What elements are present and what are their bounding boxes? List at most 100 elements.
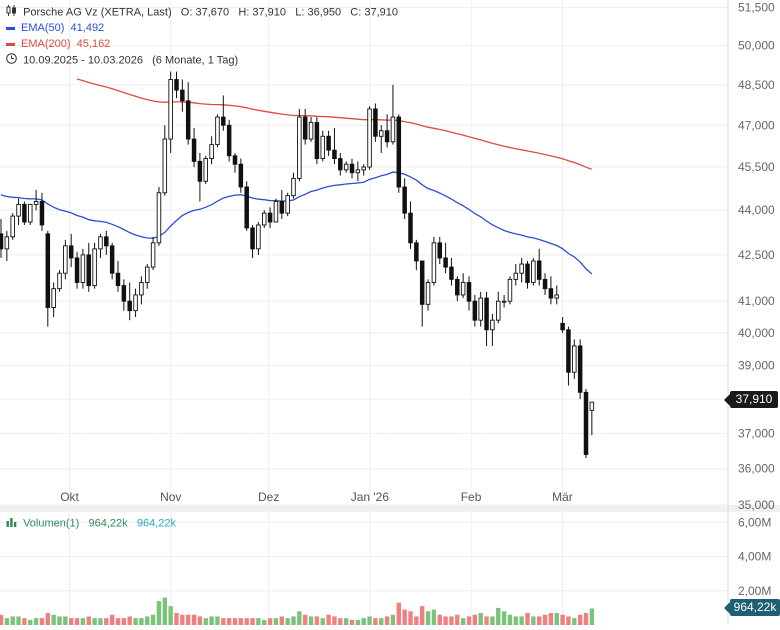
candle-body — [466, 282, 472, 302]
volume-bar — [80, 618, 86, 625]
candle-body — [4, 236, 10, 250]
volume-bar — [501, 611, 507, 625]
candle-body — [39, 201, 45, 226]
high-label: H: — [238, 6, 250, 19]
x-tick-label: Mär — [552, 490, 573, 504]
low-label: L: — [295, 6, 305, 19]
volume-bar — [226, 618, 232, 625]
candle-body — [408, 212, 413, 244]
candle-body — [384, 130, 390, 143]
volume-bar — [33, 618, 39, 625]
volume-bar — [215, 616, 220, 625]
candle-body — [437, 242, 443, 259]
volume-bar — [507, 614, 513, 625]
candle-body — [203, 158, 208, 182]
volume-bar — [431, 609, 437, 625]
candle-body — [379, 130, 384, 137]
legend-ema50[interactable]: EMA(50) 41,492 — [6, 21, 104, 35]
volume-bar — [115, 618, 121, 625]
y-tick-label: 42,500 — [738, 248, 775, 262]
candle-body — [244, 186, 249, 229]
volume-bar — [355, 619, 361, 625]
candle-body — [320, 135, 326, 160]
y-tick-label: 40,000 — [738, 326, 775, 340]
volume-bar — [525, 613, 530, 625]
candle-body — [496, 300, 501, 321]
volume-bar — [472, 614, 478, 625]
volume-bar — [583, 613, 589, 625]
instrument-title: Porsche AG Vz (XETRA, Last) — [23, 6, 172, 19]
candle-body — [525, 263, 530, 283]
legend-ema200[interactable]: EMA(200) 45,162 — [6, 37, 110, 51]
volume-bar — [74, 618, 80, 625]
y-tick-label: 36,000 — [738, 462, 775, 476]
volume-bar — [548, 613, 554, 625]
volume-bar — [63, 616, 68, 625]
volume-bar — [361, 618, 366, 625]
volume-bar — [572, 618, 577, 625]
volume-bar — [186, 614, 191, 625]
volume-bar — [531, 616, 536, 625]
candle-body — [472, 300, 478, 321]
volume-bar — [379, 618, 384, 625]
volume-bar — [478, 613, 483, 625]
volume-bar — [408, 611, 413, 625]
candle-body — [314, 122, 320, 160]
volume-bar — [109, 614, 115, 625]
volume-bar — [197, 616, 203, 625]
candle-body — [431, 242, 437, 283]
clock-icon[interactable] — [6, 53, 17, 68]
volume-bar — [262, 619, 267, 625]
x-tick-label: Dez — [258, 490, 279, 504]
x-tick-label: Feb — [461, 490, 482, 504]
candle-body — [554, 294, 560, 299]
date-range: 10.09.2025 - 10.03.2026 — [23, 54, 143, 67]
candle-body — [566, 329, 571, 373]
candle-body — [425, 282, 431, 305]
volume-bar — [443, 616, 448, 625]
volume-bar — [332, 616, 337, 625]
ema50-swatch — [6, 26, 15, 30]
candle-body — [302, 116, 308, 140]
candle-body — [589, 401, 595, 411]
candle-body — [267, 212, 273, 223]
volume-bar — [162, 597, 167, 625]
candlestick-series — [0, 71, 595, 459]
y-tick-label: 47,000 — [738, 118, 775, 132]
volume-bar — [22, 618, 27, 625]
candle-body — [68, 245, 74, 259]
candle-body — [519, 263, 524, 274]
volume-bar — [449, 616, 454, 625]
candle-body — [156, 192, 162, 244]
candle-body — [443, 257, 448, 268]
candle-body — [308, 122, 314, 140]
volume-bar — [420, 606, 425, 625]
candle-body — [92, 248, 97, 287]
volume-bar — [127, 616, 132, 625]
ema200-value: 45,162 — [76, 38, 111, 50]
candle-body — [109, 245, 115, 274]
candle-body — [16, 203, 21, 217]
volume-bar — [28, 619, 33, 625]
volume-bars-icon[interactable] — [6, 516, 17, 531]
candle-body — [396, 116, 402, 188]
volume-bar — [466, 616, 472, 625]
volume-bar — [133, 618, 138, 625]
candle-body — [10, 215, 15, 238]
candle-body — [232, 155, 238, 165]
candle-body — [507, 278, 513, 302]
y-tick-label: 44,000 — [738, 203, 775, 217]
y-tick-label: 35,000 — [738, 498, 775, 512]
volume-bar — [396, 602, 401, 625]
axes: 51,500 50,000 48,500 47,000 45,500 44,000 42,5… — [60, 0, 775, 597]
candle-body — [279, 201, 285, 214]
candlestick-icon[interactable] — [6, 5, 16, 20]
volume-bar — [425, 611, 431, 625]
volume-bar — [98, 618, 103, 625]
panel-separator — [0, 505, 780, 512]
close-value: 37,910 — [364, 6, 398, 19]
volume-bar — [39, 618, 45, 625]
volume-bar — [45, 613, 50, 625]
candle-body — [490, 319, 495, 331]
